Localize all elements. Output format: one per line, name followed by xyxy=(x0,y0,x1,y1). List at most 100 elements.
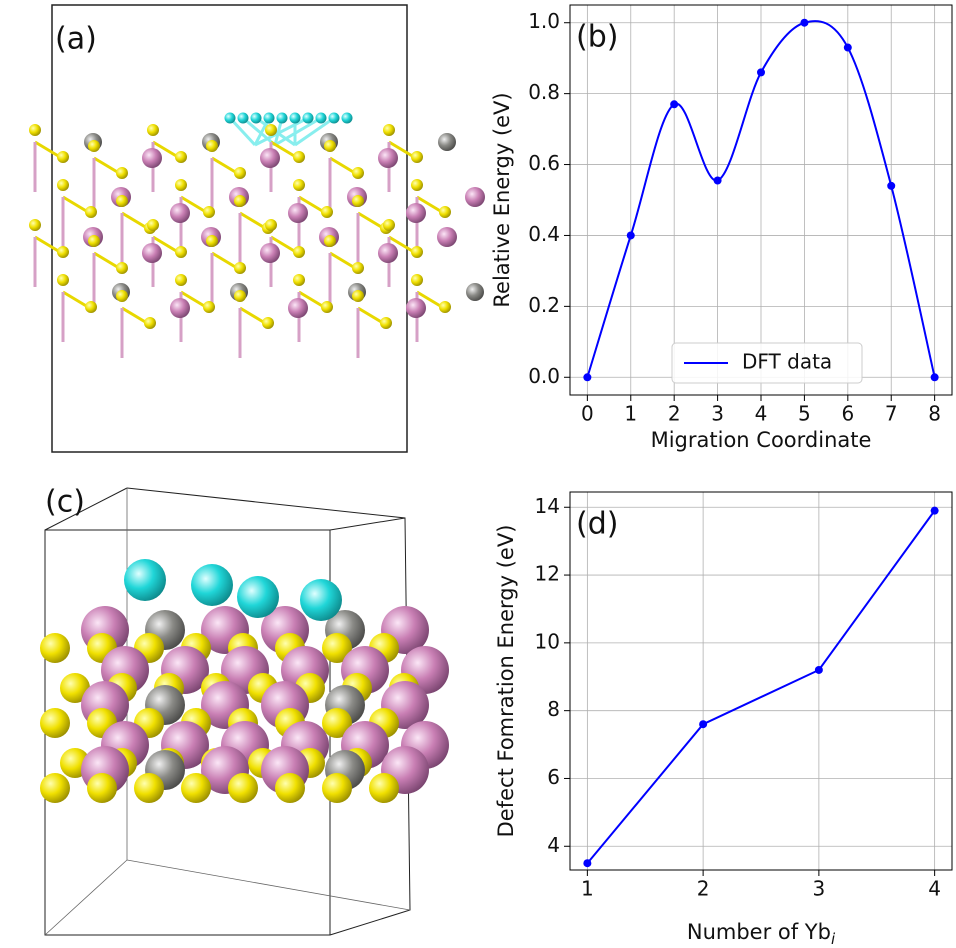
y-tick-label: 8 xyxy=(547,697,560,721)
atom xyxy=(237,112,249,124)
atom xyxy=(289,112,301,124)
atom xyxy=(275,773,305,803)
atom xyxy=(288,203,308,223)
atom xyxy=(321,206,333,218)
atom xyxy=(175,179,187,191)
atom xyxy=(250,112,262,124)
atom xyxy=(228,773,258,803)
bond xyxy=(254,116,309,147)
atom xyxy=(263,112,275,124)
atom xyxy=(57,179,69,191)
atom xyxy=(234,290,246,302)
x-tick-label: 1 xyxy=(624,402,637,426)
x-axis-label-sub: i xyxy=(831,930,836,948)
atom xyxy=(40,773,70,803)
atom xyxy=(466,283,484,301)
bond xyxy=(274,116,322,147)
atom xyxy=(60,673,90,703)
atom xyxy=(276,112,288,124)
marker xyxy=(814,665,823,674)
atom xyxy=(324,235,336,247)
atom xyxy=(124,559,166,601)
atom xyxy=(234,167,246,179)
atom xyxy=(260,243,280,263)
atom xyxy=(170,298,190,318)
atom xyxy=(237,576,279,618)
atom xyxy=(352,167,364,179)
cell-box xyxy=(51,4,408,453)
atom xyxy=(437,227,457,247)
atom xyxy=(352,195,364,207)
atom xyxy=(328,112,340,124)
atom xyxy=(324,140,336,152)
atom xyxy=(439,301,451,313)
atom xyxy=(321,301,333,313)
y-axis-label: Defect Fomration Energy (eV) xyxy=(494,525,518,838)
atom xyxy=(88,235,100,247)
line xyxy=(586,20,936,378)
atom xyxy=(265,219,277,231)
atom xyxy=(378,243,398,263)
atom xyxy=(380,317,392,329)
bond xyxy=(242,116,276,147)
atom xyxy=(300,579,342,621)
atom xyxy=(147,219,159,231)
atom xyxy=(315,112,327,124)
bond xyxy=(228,116,257,147)
atom xyxy=(352,290,364,302)
atom xyxy=(411,151,423,163)
marker xyxy=(930,373,939,382)
bond xyxy=(294,116,335,147)
atom xyxy=(322,708,352,738)
atom xyxy=(40,708,70,738)
atom xyxy=(383,219,395,231)
x-axis-label: Number of Ybi xyxy=(687,920,836,948)
atom xyxy=(383,124,395,136)
x-tick-label: 0 xyxy=(581,402,594,426)
atom xyxy=(352,262,364,274)
x-tick-label: 5 xyxy=(798,402,811,426)
marker xyxy=(699,720,708,729)
y-tick-label: 14 xyxy=(535,494,560,518)
x-tick-label: 3 xyxy=(813,877,826,901)
marker xyxy=(583,373,592,382)
plot-frame xyxy=(569,491,953,871)
y-tick-label: 0.0 xyxy=(528,364,560,388)
atom xyxy=(29,124,41,136)
atom xyxy=(411,246,423,258)
x-tick-label: 2 xyxy=(668,402,681,426)
atom xyxy=(260,148,280,168)
line xyxy=(586,510,936,864)
atom xyxy=(85,301,97,313)
atom xyxy=(181,773,211,803)
atom xyxy=(134,773,164,803)
marker xyxy=(757,68,765,77)
x-tick-label: 4 xyxy=(755,402,768,426)
x-axis-label: Migration Coordinate xyxy=(651,428,872,452)
marker xyxy=(843,43,852,52)
atom xyxy=(142,148,162,168)
marker xyxy=(800,18,809,27)
marker xyxy=(930,506,939,515)
atom xyxy=(87,773,117,803)
atom xyxy=(341,112,353,124)
x-tick-label: 4 xyxy=(928,877,941,901)
y-tick-label: 0.4 xyxy=(528,222,560,246)
y-tick-label: 4 xyxy=(547,833,560,857)
atom xyxy=(322,633,352,663)
atom xyxy=(203,301,215,313)
atom xyxy=(170,203,190,223)
atom xyxy=(411,274,423,286)
atom xyxy=(288,298,308,318)
atom xyxy=(322,773,352,803)
y-tick-label: 6 xyxy=(547,765,560,789)
atom xyxy=(262,317,274,329)
structure-a xyxy=(29,4,485,453)
atom xyxy=(147,124,159,136)
atom xyxy=(411,179,423,191)
marker xyxy=(670,100,679,109)
y-tick-label: 0.8 xyxy=(528,80,560,104)
legend-label: DFT data xyxy=(742,350,832,374)
atom xyxy=(57,274,69,286)
x-tick-label: 6 xyxy=(841,402,854,426)
